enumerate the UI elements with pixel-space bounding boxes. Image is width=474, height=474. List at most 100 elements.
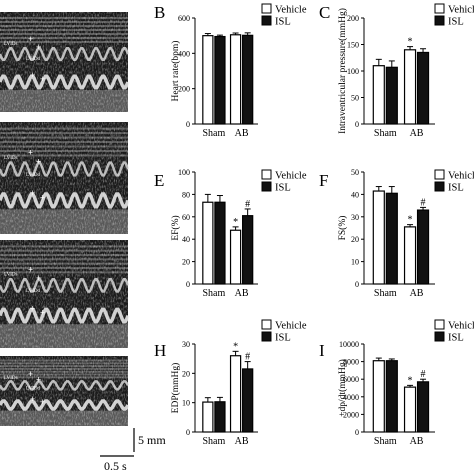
legend-swatch bbox=[434, 319, 445, 330]
y-tick-label: 200 bbox=[178, 85, 190, 94]
bar bbox=[214, 201, 226, 285]
chart-panel: I 0 2000 4000 6000 8000 10000 +dp/dt(mmHg) Sham A… bbox=[319, 319, 474, 447]
significance-marker: * bbox=[233, 341, 238, 352]
panel-letter: E bbox=[154, 171, 164, 190]
legend-swatch bbox=[261, 331, 272, 342]
y-tick-label: 10 bbox=[182, 399, 190, 408]
y-tick-label: 0 bbox=[186, 280, 190, 289]
y-axis-label: EDP(mmHg) bbox=[170, 363, 181, 414]
echo-label-lvids: LVIDs bbox=[4, 376, 17, 381]
echo-label-lvidd: LVIDd bbox=[26, 387, 40, 392]
y-tick-label: 4000 bbox=[343, 393, 359, 402]
y-tick-label: 80 bbox=[182, 190, 190, 199]
bar bbox=[416, 209, 430, 285]
bar bbox=[403, 49, 417, 125]
category-label: Sham bbox=[203, 436, 226, 447]
legend-label: Vehicle bbox=[275, 321, 307, 332]
bar bbox=[372, 65, 385, 125]
speckle-texture bbox=[0, 122, 128, 234]
y-axis-label: EF(%) bbox=[170, 215, 181, 240]
y-tick-label: 8000 bbox=[343, 358, 359, 367]
y-axis-label: FS(%) bbox=[337, 216, 348, 241]
caliper-marker: + bbox=[28, 264, 33, 274]
y-tick-label: 6000 bbox=[343, 375, 359, 384]
scale-bar-horizontal-label: 0.5 s bbox=[104, 459, 127, 473]
y-tick-label: 10 bbox=[351, 258, 359, 267]
chart-panel: B 0 200 400 600 Heart rate(bpm) Sham AB VehicleI… bbox=[154, 3, 307, 139]
y-tick-label: 60 bbox=[182, 213, 190, 222]
bar bbox=[416, 51, 430, 125]
caliper-marker: + bbox=[36, 375, 41, 385]
echo-label-lvids: LVIDs bbox=[4, 273, 17, 278]
bar bbox=[229, 355, 242, 433]
panel-letter: I bbox=[319, 341, 325, 360]
echo-label-lvidd: LVIDd bbox=[26, 57, 40, 62]
legend-swatch bbox=[434, 3, 445, 14]
caliper-marker: + bbox=[36, 273, 41, 283]
bar bbox=[385, 192, 398, 285]
category-label: AB bbox=[410, 436, 424, 447]
legend-swatch bbox=[434, 181, 445, 192]
legend-label: ISL bbox=[275, 333, 291, 344]
bar bbox=[242, 368, 254, 433]
y-tick-label: 40 bbox=[182, 235, 190, 244]
bar bbox=[242, 34, 254, 125]
echo-label-lvidd: LVIDd bbox=[26, 173, 40, 178]
caliper-marker: + bbox=[40, 397, 45, 407]
legend-swatch bbox=[261, 15, 272, 26]
y-tick-label: 100 bbox=[347, 67, 359, 76]
legend-swatch bbox=[261, 181, 272, 192]
legend-label: ISL bbox=[448, 183, 464, 194]
category-label: AB bbox=[235, 436, 249, 447]
y-tick-label: 600 bbox=[178, 14, 190, 23]
y-tick-label: 0 bbox=[186, 120, 190, 129]
y-tick-label: 0 bbox=[355, 428, 359, 437]
legend-label: ISL bbox=[448, 17, 464, 28]
significance-marker: # bbox=[245, 199, 250, 210]
y-tick-label: 10000 bbox=[339, 340, 359, 349]
caliper-marker: + bbox=[30, 70, 35, 80]
y-tick-label: 20 bbox=[182, 258, 190, 267]
category-label: Sham bbox=[203, 128, 226, 139]
speckle-texture bbox=[0, 356, 128, 426]
legend-label: ISL bbox=[448, 333, 464, 344]
bar bbox=[229, 229, 242, 285]
caliper-marker: + bbox=[28, 148, 33, 158]
significance-marker: * bbox=[408, 375, 413, 386]
y-tick-label: 0 bbox=[186, 428, 190, 437]
y-tick-label: 400 bbox=[178, 49, 190, 58]
bar bbox=[202, 401, 214, 433]
legend-swatch bbox=[434, 169, 445, 180]
y-tick-label: 150 bbox=[347, 41, 359, 50]
legend-swatch bbox=[261, 319, 272, 330]
bar bbox=[403, 226, 417, 285]
category-label: AB bbox=[235, 288, 249, 299]
echo-label-lvids: LVIDs bbox=[4, 42, 17, 47]
caliper-marker: + bbox=[30, 394, 35, 404]
y-tick-label: 50 bbox=[351, 168, 359, 177]
caliper-marker: + bbox=[36, 42, 41, 52]
panel-letter: C bbox=[319, 3, 330, 22]
y-tick-label: 2000 bbox=[343, 410, 359, 419]
category-label: Sham bbox=[374, 288, 397, 299]
bar bbox=[229, 34, 242, 125]
y-tick-label: 20 bbox=[351, 235, 359, 244]
y-tick-label: 20 bbox=[182, 369, 190, 378]
legend-label: Vehicle bbox=[448, 171, 474, 182]
category-label: AB bbox=[410, 288, 424, 299]
bar bbox=[202, 35, 214, 125]
category-label: Sham bbox=[374, 128, 397, 139]
bar bbox=[214, 401, 226, 433]
caliper-marker: + bbox=[28, 34, 33, 44]
legend-swatch bbox=[434, 15, 445, 26]
caliper-marker: + bbox=[36, 157, 41, 167]
y-tick-label: 200 bbox=[347, 14, 359, 23]
y-tick-label: 40 bbox=[351, 190, 359, 199]
